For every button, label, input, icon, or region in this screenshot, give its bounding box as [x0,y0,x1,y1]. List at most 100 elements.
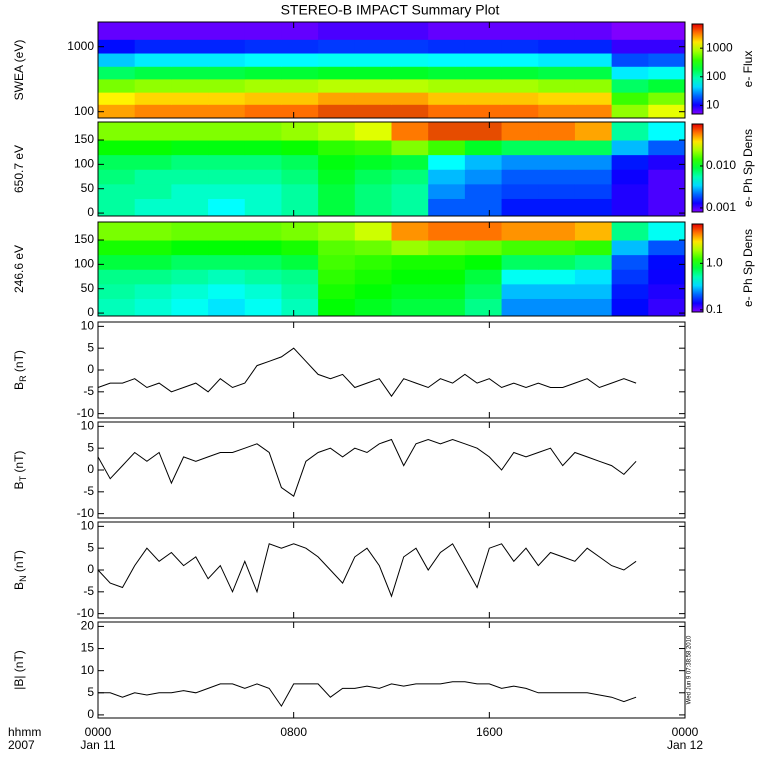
heat-cell [648,78,686,93]
heat-cell [538,39,576,54]
heat-cell [501,22,539,40]
y-tick-label: 0 [87,205,94,219]
heat-cell [244,154,282,170]
y-tick-label: 0 [87,305,94,319]
colorbar-tick-label: 100 [706,69,726,83]
heat-cell [134,53,172,67]
y-tick-label: 15 [81,641,95,655]
heat-cell [134,154,172,170]
heat-cell [354,240,392,256]
heat-cell [244,122,282,141]
y-axis-label-unit: (nT) [12,350,26,372]
heat-cell [354,283,392,299]
heat-cell [134,169,172,185]
heat-cell [428,154,466,170]
colorbar [691,223,704,313]
heat-cell [501,169,539,185]
heat-cell [464,104,503,119]
heat-cell [98,66,136,80]
heat-cell [648,183,686,199]
heat-cell [134,140,172,156]
y-tick-label: 0 [87,462,94,476]
heat-cell [464,39,503,54]
heat-cell [611,140,649,156]
heat-cell [538,154,576,170]
heat-cell [648,222,686,241]
heat-cell [501,66,539,80]
colorbar-tick-label: 0.001 [706,200,736,214]
heat-cell [281,222,319,241]
heat-cell [134,298,172,317]
heat-cell [318,154,356,170]
heat-cell [611,183,649,199]
heat-cell [428,140,466,156]
heat-cell [171,92,209,105]
heat-cell [391,66,429,80]
heat-cell [208,39,246,54]
heat-cell [428,39,466,54]
colorbar [691,123,704,213]
heat-cell [611,169,649,185]
y-tick-label: 1000 [67,39,94,53]
heat-cell [354,169,392,185]
plot-title: STEREO-B IMPACT Summary Plot [281,2,500,18]
y-tick-label: 100 [74,104,94,118]
heat-cell [208,140,246,156]
heat-cell [538,222,576,241]
heat-cell [464,183,503,199]
heat-cell [318,269,356,285]
y-tick-label: 5 [87,340,94,354]
heat-cell [208,222,246,241]
heat-cell [244,104,282,119]
heat-cell [428,298,466,317]
heat-cell [98,154,136,170]
x-axis-label: 2007 [8,738,35,752]
y-tick-label: 50 [81,281,95,295]
heat-cell [98,298,136,317]
heat-cell [611,198,649,217]
y-axis-label: BT (nT) [12,451,28,490]
heat-cell [611,222,649,241]
heat-cell [98,92,136,105]
heat-cell [501,154,539,170]
y-axis-label: 650.7 eV [12,145,26,193]
heat-cell [318,169,356,185]
heat-cell [574,104,613,119]
heat-cell [538,53,576,67]
heat-cell [611,298,649,317]
heat-cell [391,39,429,54]
heat-cell [611,283,649,299]
y-axis-label-text: B [12,481,26,489]
heat-cell [574,169,613,185]
y-axis-label: |B| (nT) [12,650,26,690]
heat-cell [574,283,613,299]
heat-cell [648,140,686,156]
heat-cell [574,222,613,241]
heat-cell [244,283,282,299]
heat-cell [391,254,429,270]
heat-cell [354,53,392,67]
colorbar [691,23,704,115]
heat-cell [648,104,686,119]
heat-cell [98,53,136,67]
heat-cell [574,92,613,105]
y-tick-label: 5 [87,540,94,554]
heat-cell [354,254,392,270]
heat-cell [391,53,429,67]
heat-cell [538,254,576,270]
heat-cell [208,240,246,256]
heat-cell [98,122,136,141]
heat-cell [318,92,356,105]
heat-cell [281,66,319,80]
heat-cell [501,140,539,156]
colorbar-label: e- Flux [741,51,755,88]
heat-cell [354,92,392,105]
heat-cell [611,22,649,40]
heat-cell [98,254,136,270]
y-tick-label: 10 [81,419,95,433]
heat-cell [318,53,356,67]
heat-cell [208,269,246,285]
heat-cell [611,92,649,105]
heat-cell [244,53,282,67]
heat-cell [574,78,613,93]
